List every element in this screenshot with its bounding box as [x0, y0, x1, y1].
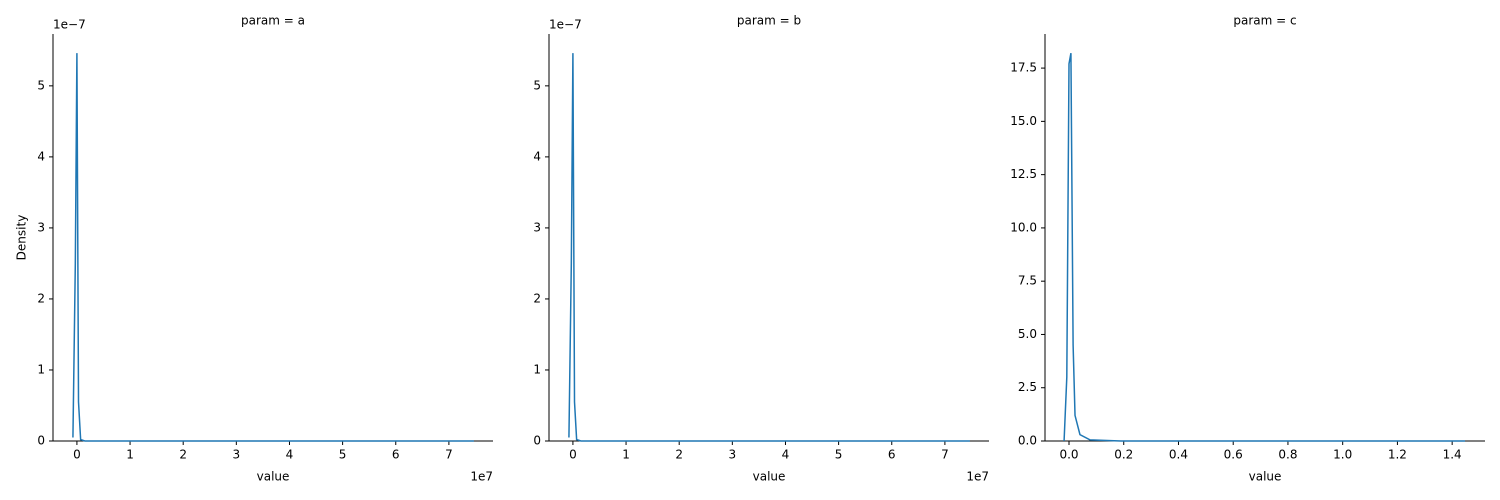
y-tick-label: 1: [533, 362, 541, 376]
x-axis-label: value: [257, 470, 290, 484]
x-tick-label: 1.4: [1443, 448, 1462, 462]
panel-title: param = b: [737, 14, 801, 28]
y-tick-label: 10.0: [1010, 220, 1037, 234]
y-tick-label: 12.5: [1010, 167, 1037, 181]
y-tick-label: 4: [533, 149, 541, 163]
y-offset-label: 1e−7: [53, 18, 86, 32]
x-tick-label: 2: [675, 448, 683, 462]
x-tick-label: 1: [126, 448, 134, 462]
y-tick-label: 2.5: [1018, 380, 1037, 394]
x-tick-label: 0: [73, 448, 81, 462]
y-tick-label: 5: [533, 78, 541, 92]
y-tick-label: 3: [37, 220, 45, 234]
y-tick-label: 2: [533, 291, 541, 305]
y-tick-label: 5: [37, 78, 45, 92]
x-tick-label: 4: [782, 448, 790, 462]
panel-title: param = a: [241, 14, 305, 28]
x-tick-label: 0.8: [1278, 448, 1297, 462]
y-tick-label: 17.5: [1010, 61, 1037, 75]
x-tick-label: 5: [339, 448, 347, 462]
x-tick-label: 6: [392, 448, 400, 462]
kde-line: [568, 53, 970, 442]
x-axis-label: value: [1249, 470, 1282, 484]
x-tick-label: 0.0: [1059, 448, 1078, 462]
y-tick-label: 4: [37, 149, 45, 163]
kde-line: [1063, 53, 1466, 442]
x-tick-label: 3: [233, 448, 241, 462]
x-tick-label: 7: [445, 448, 453, 462]
x-tick-label: 0.2: [1114, 448, 1133, 462]
y-tick-label: 7.5: [1018, 274, 1037, 288]
x-tick-label: 3: [729, 448, 737, 462]
kde-line: [72, 53, 474, 442]
x-tick-label: 7: [941, 448, 949, 462]
y-offset-label: 1e−7: [549, 18, 582, 32]
x-offset-label: 1e7: [966, 470, 989, 484]
x-tick-label: 5: [835, 448, 843, 462]
x-tick-label: 2: [179, 448, 187, 462]
x-tick-label: 1.2: [1388, 448, 1407, 462]
panel-title: param = c: [1233, 14, 1296, 28]
x-offset-label: 1e7: [470, 470, 493, 484]
x-tick-label: 0: [569, 448, 577, 462]
x-tick-label: 4: [286, 448, 294, 462]
y-tick-label: 0: [533, 434, 541, 448]
x-tick-label: 6: [888, 448, 896, 462]
y-tick-label: 5.0: [1018, 327, 1037, 341]
x-tick-label: 0.6: [1224, 448, 1243, 462]
y-tick-label: 2: [37, 291, 45, 305]
y-tick-label: 3: [533, 220, 541, 234]
x-axis-label: value: [753, 470, 786, 484]
y-tick-label: 0.0: [1018, 434, 1037, 448]
x-tick-label: 1: [622, 448, 630, 462]
y-axis-label: Density: [15, 215, 29, 261]
x-tick-label: 0.4: [1169, 448, 1188, 462]
y-tick-label: 1: [37, 362, 45, 376]
y-tick-label: 0: [37, 434, 45, 448]
x-tick-label: 1.0: [1333, 448, 1352, 462]
y-tick-label: 15.0: [1010, 114, 1037, 128]
